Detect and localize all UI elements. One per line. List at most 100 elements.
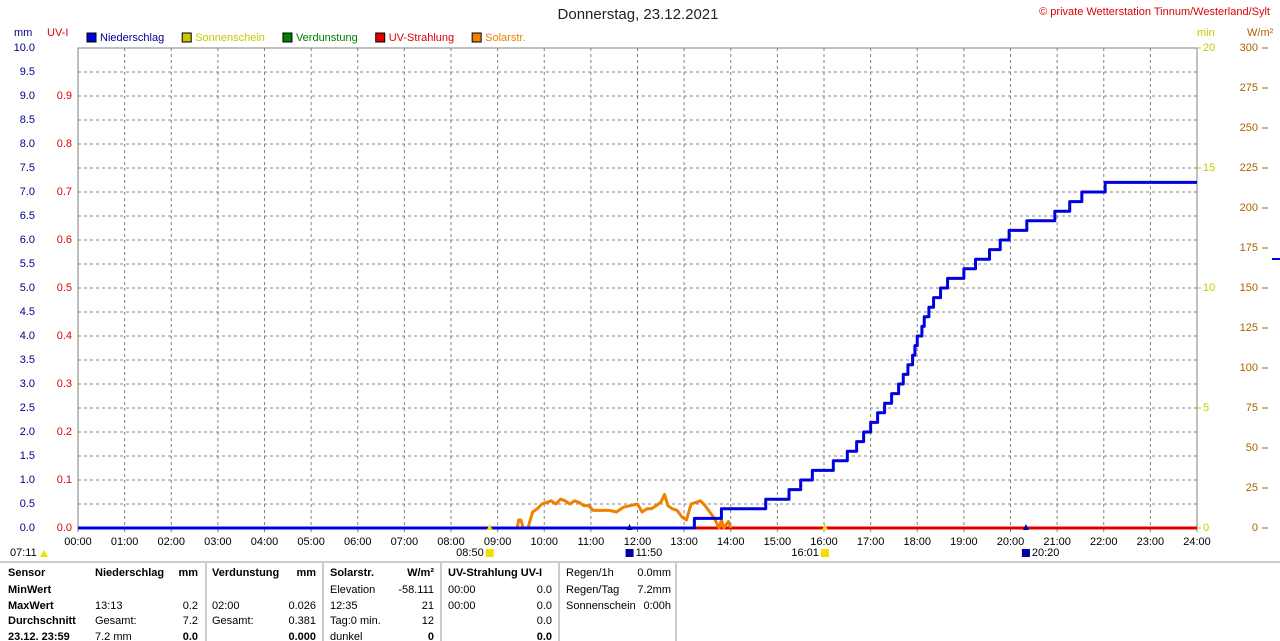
sunrise-label: 07:11 <box>10 547 37 559</box>
table-cell: 0.026 <box>288 600 316 612</box>
y-tick-label: 3.0 <box>20 378 35 390</box>
table-cell: Regen/1h <box>566 567 614 579</box>
y-tick-label: 4.5 <box>20 306 35 318</box>
annotation-icon <box>820 549 829 557</box>
y4-tick-label: 25 <box>1246 482 1258 494</box>
legend-label: UV-Strahlung <box>389 32 454 44</box>
x-tick-label: 10:00 <box>530 536 558 548</box>
table-cell: 0.0 <box>537 584 552 596</box>
y2-tick-label: 0.2 <box>57 426 72 438</box>
x-tick-label: 18:00 <box>903 536 931 548</box>
table-cell: Durchschnitt <box>8 615 76 627</box>
y3-tick-label: 10 <box>1203 282 1215 294</box>
table-cell: 0.0 <box>183 631 198 641</box>
table-cell: Niederschlag <box>95 567 164 579</box>
y-axis-unit: mm <box>14 27 32 39</box>
annotation-label: 16:01 <box>791 547 819 559</box>
table-cell: 7.2mm <box>637 584 671 596</box>
y4-axis-unit: W/m² <box>1247 27 1274 39</box>
table-cell: 02:00 <box>212 600 240 612</box>
y4-tick-label: 250 <box>1240 122 1258 134</box>
y-tick-label: 8.0 <box>20 138 35 150</box>
y4-tick-label: 150 <box>1240 282 1258 294</box>
x-tick-label: 07:00 <box>391 536 419 548</box>
y-tick-label: 0.5 <box>20 498 35 510</box>
y4-tick-label: 75 <box>1246 402 1258 414</box>
legend-swatch <box>282 32 293 43</box>
y-tick-label: 5.5 <box>20 258 35 270</box>
y2-tick-label: 0.0 <box>57 522 72 534</box>
y-tick-label: 6.5 <box>20 210 35 222</box>
x-tick-label: 16:00 <box>810 536 838 548</box>
y4-tick-label: 200 <box>1240 202 1258 214</box>
table-cell: -58.111 <box>398 584 434 596</box>
x-tick-label: 06:00 <box>344 536 372 548</box>
y4-tick-label: 275 <box>1240 82 1258 94</box>
table-cell: 0.000 <box>288 631 316 641</box>
y2-tick-label: 0.8 <box>57 138 72 150</box>
x-tick-label: 11:00 <box>578 536 605 548</box>
table-cell: Verdunstung <box>212 567 279 579</box>
annotation-axis-marker <box>821 524 828 530</box>
table-cell: 00:00 <box>448 584 476 596</box>
legend-swatch <box>471 32 482 43</box>
table-cell: 0 <box>428 631 434 641</box>
series-line <box>515 492 733 530</box>
annotation-label: 20:20 <box>1032 547 1060 559</box>
x-tick-label: 08:00 <box>437 536 465 548</box>
x-tick-label: 15:00 <box>764 536 792 548</box>
y-tick-label: 1.5 <box>20 450 35 462</box>
y-tick-label: 5.0 <box>20 282 35 294</box>
sun-icon <box>40 550 48 557</box>
table-cell: mm <box>178 567 198 579</box>
x-tick-label: 02:00 <box>157 536 185 548</box>
legend-swatch <box>181 32 192 43</box>
x-tick-label: 19:00 <box>950 536 978 548</box>
table-cell: Tag:0 min. <box>330 615 381 627</box>
legend-label: Niederschlag <box>100 32 164 44</box>
x-tick-label: 00:00 <box>64 536 92 548</box>
x-tick-label: 01:00 <box>111 536 139 548</box>
annotation-label: 11:50 <box>636 547 663 559</box>
annotation-label: 08:50 <box>456 547 484 559</box>
y4-tick-label: 0 <box>1252 522 1258 534</box>
y-tick-label: 1.0 <box>20 474 35 486</box>
table-cell: 0.0 <box>537 600 552 612</box>
table-cell: Sensor <box>8 567 46 579</box>
x-tick-label: 20:00 <box>997 536 1025 548</box>
y2-tick-label: 0.7 <box>57 186 72 198</box>
table-cell: 23.12. 23:59 <box>8 631 70 641</box>
y-tick-label: 8.5 <box>20 114 35 126</box>
x-tick-label: 12:00 <box>624 536 652 548</box>
y-tick-label: 4.0 <box>20 330 35 342</box>
table-cell: mm <box>296 567 316 579</box>
table-cell: 0.381 <box>288 615 316 627</box>
table-cell: Solarstr. <box>330 567 374 579</box>
annotation-axis-marker <box>486 524 493 530</box>
table-cell: 12:35 <box>330 600 358 612</box>
legend-label: Sonnenschein <box>195 32 265 44</box>
y-tick-label: 7.0 <box>20 186 35 198</box>
table-cell: 12 <box>422 615 434 627</box>
y3-tick-label: 5 <box>1203 402 1209 414</box>
series-line <box>78 180 1197 530</box>
y-tick-label: 9.0 <box>20 90 35 102</box>
y2-tick-label: 0.1 <box>57 474 72 486</box>
x-tick-label: 09:00 <box>484 536 512 548</box>
table-cell: MaxWert <box>8 600 54 612</box>
y-tick-label: 6.0 <box>20 234 35 246</box>
table-cell: MinWert <box>8 584 52 596</box>
y-tick-label: 9.5 <box>20 66 35 78</box>
table-cell: 7.2 <box>183 615 198 627</box>
y2-axis-unit: UV-I <box>47 27 68 39</box>
table-cell: 21 <box>422 600 434 612</box>
y4-tick-label: 225 <box>1240 162 1258 174</box>
x-tick-label: 14:00 <box>717 536 745 548</box>
annotation-icon <box>625 549 634 557</box>
x-tick-label: 04:00 <box>251 536 279 548</box>
x-tick-label: 22:00 <box>1090 536 1118 548</box>
legend-label: Solarstr. <box>485 32 525 44</box>
table-cell: Gesamt: <box>95 615 137 627</box>
y3-tick-label: 20 <box>1203 42 1215 54</box>
